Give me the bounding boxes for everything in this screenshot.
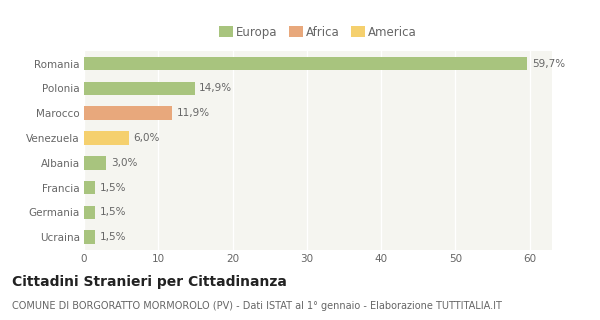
Bar [84,156,106,170]
Text: 6,0%: 6,0% [133,133,160,143]
Text: 1,5%: 1,5% [100,232,126,242]
Bar [84,230,95,244]
Text: 59,7%: 59,7% [532,59,565,68]
Text: Cittadini Stranieri per Cittadinanza: Cittadini Stranieri per Cittadinanza [12,275,287,289]
Text: 11,9%: 11,9% [177,108,210,118]
Bar [84,82,194,95]
Legend: Europa, Africa, America: Europa, Africa, America [215,21,421,44]
Text: 3,0%: 3,0% [111,158,137,168]
Text: 1,5%: 1,5% [100,183,126,193]
Text: 14,9%: 14,9% [199,84,232,93]
Bar [84,181,95,195]
Bar [84,205,95,219]
Text: COMUNE DI BORGORATTO MORMOROLO (PV) - Dati ISTAT al 1° gennaio - Elaborazione TU: COMUNE DI BORGORATTO MORMOROLO (PV) - Da… [12,301,502,311]
Bar [84,131,128,145]
Bar [84,57,527,70]
Bar [84,106,172,120]
Text: 1,5%: 1,5% [100,207,126,217]
